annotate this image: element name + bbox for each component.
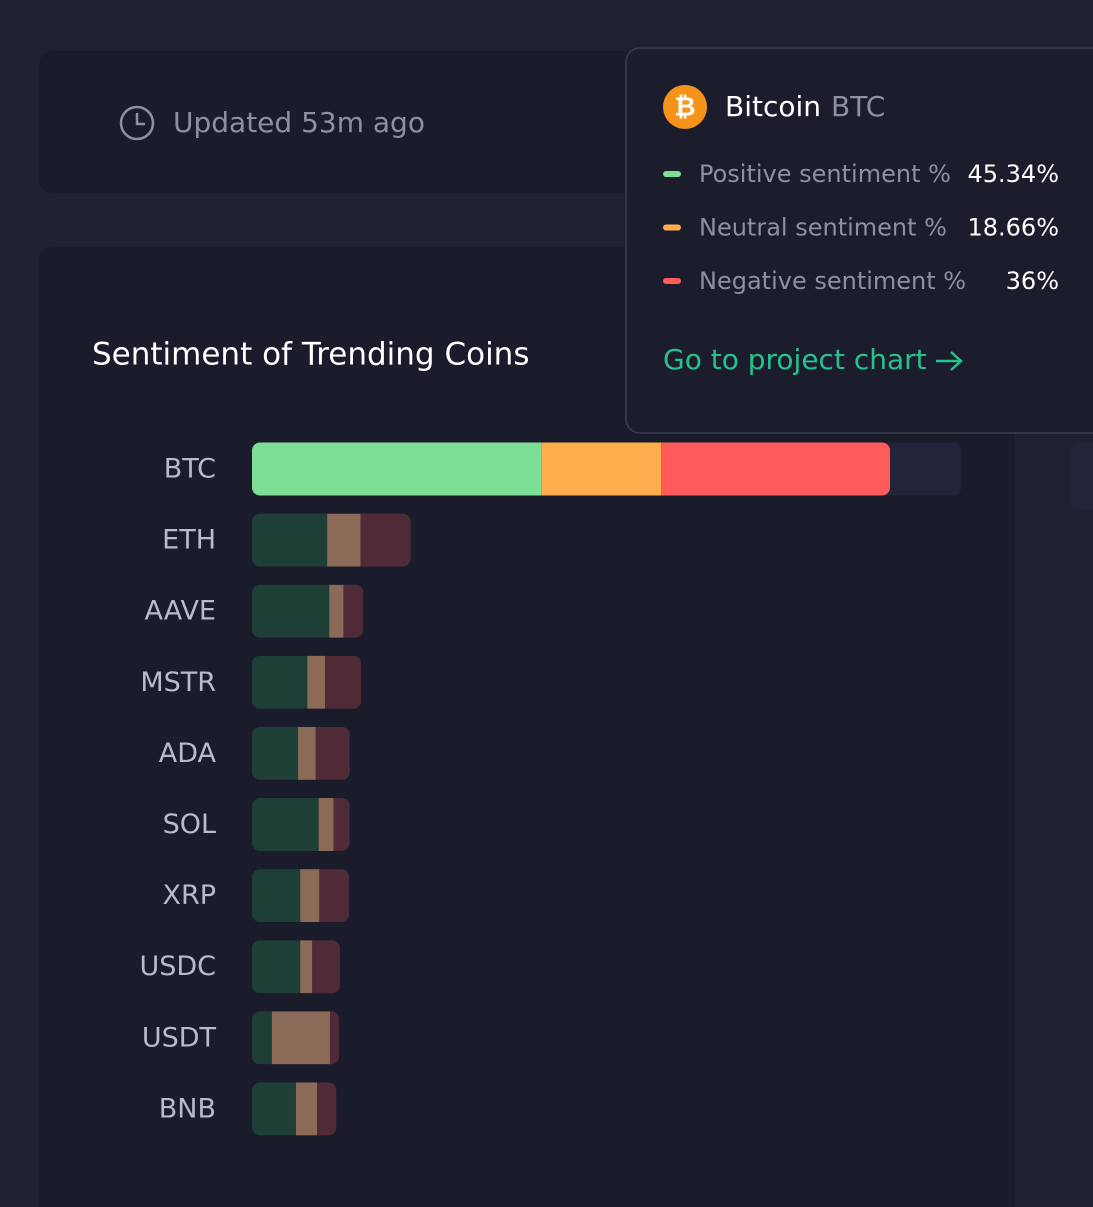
bar-segment [252,1011,272,1065]
legend-swatch [663,278,681,284]
tooltip-value: 36% [1006,267,1059,295]
bar-group [252,655,362,709]
updated-text: Updated 53m ago [173,106,425,139]
tooltip-box [625,47,1093,434]
bar-segment [333,798,350,851]
bar-segment [661,442,891,496]
bar-segment [271,1011,330,1065]
coin-name: Bitcoin [725,90,821,123]
bar-segment [252,940,301,994]
bar-segment [318,798,334,851]
tooltip: ₿ Bitcoin BTC Positive sentiment % 45.34% N… [625,47,1093,434]
category-label: AAVE [145,596,217,627]
bar-segment [300,869,320,923]
bar-segment [327,513,361,567]
category-label: BNB [159,1093,216,1124]
status-card [39,51,679,193]
bar-group [252,869,350,923]
bar-segment [319,869,350,923]
tooltip-row: Neutral sentiment % 18.66% [663,214,1059,242]
bar-segment [252,584,330,638]
tooltip-label: Neutral sentiment % [699,214,947,242]
category-label: BTC [164,454,216,485]
category-label: MSTR [140,667,216,698]
category-label: USDT [142,1022,217,1053]
tooltip-value: 18.66% [967,214,1059,242]
bar-segment [252,442,542,496]
bar-segment [252,655,308,709]
category-label: SOL [163,809,216,840]
bar-group [252,940,340,994]
bar-group [252,584,364,638]
legend-swatch [663,224,681,231]
bar-segment [252,1082,296,1136]
tooltip-row: Negative sentiment % 36% [663,267,1059,295]
tooltip-label: Negative sentiment % [699,267,966,295]
tooltip-value: 45.34% [967,160,1059,188]
clock-icon [119,105,155,141]
bar-segment [252,726,299,780]
tooltip-heading: Bitcoin BTC [725,90,885,123]
category-label: XRP [162,880,216,911]
bar-segment [312,940,340,994]
bar-group [252,726,350,780]
bar-group [252,1011,340,1065]
category-label: USDC [139,951,216,982]
bar-segment [329,1011,340,1065]
bar-segment [360,513,411,567]
bar-group [252,442,891,496]
bar-segment [315,726,350,780]
bar-segment [541,442,662,496]
chart-title: Sentiment of Trending Coins [92,337,529,373]
category-label: ETH [162,525,216,556]
bar-segment [343,584,364,638]
tooltip-label: Positive sentiment % [699,160,951,188]
bar-group [252,798,350,851]
bar-segment [252,513,328,567]
project-link[interactable]: Go to project chart [663,343,927,376]
bar-segment [307,655,326,709]
bar-group [252,513,411,567]
link-arrow[interactable] [936,351,963,371]
coin-icon [663,85,707,129]
bar-segment [295,1082,318,1136]
tooltip-row: Positive sentiment % 45.34% [663,160,1059,188]
bar-segment [252,798,319,851]
bars: BTC ETH AAVE MSTR ADA SOL XRP USDC USDT BNB [139,442,961,1136]
bar-segment [325,655,362,709]
side-card [1070,443,1093,509]
coin-ticker: BTC [831,90,885,123]
bar-group [252,1082,337,1136]
category-label: ADA [159,738,217,769]
coin-icon-glyph: ₿ [674,93,695,123]
bar-segment [317,1082,337,1136]
bar-segment [329,584,344,638]
bar-segment [298,726,316,780]
clock-hands [135,113,145,126]
bar-segment [252,869,301,923]
bar-segment [300,940,313,994]
legend-swatch [663,171,681,177]
